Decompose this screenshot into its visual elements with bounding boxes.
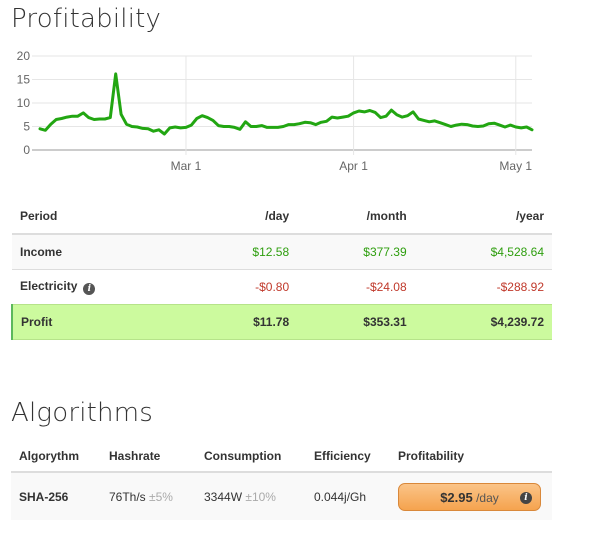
income-month: $377.39: [297, 233, 415, 270]
profit-month: $353.31: [297, 304, 415, 340]
profit-row: Profit $11.78 $353.31 $4,239.72: [11, 304, 552, 340]
x-tick-label: Apr 1: [339, 159, 368, 173]
income-year: $4,528.64: [414, 233, 552, 270]
electricity-month: -$24.08: [297, 269, 415, 305]
header-period: Period: [12, 199, 193, 235]
header-day: /day: [192, 199, 298, 235]
header-year: /year: [414, 199, 552, 235]
header-month: /month: [297, 199, 415, 235]
x-tick-label: May 1: [499, 159, 532, 173]
algorithms-header-row: Algorythm Hashrate Consumption Efficienc…: [11, 440, 552, 473]
profitability-table: Period /day /month /year Income $12.58 $…: [11, 199, 552, 340]
algorithms-title: Algorithms: [11, 398, 153, 428]
info-circle-icon[interactable]: i: [520, 491, 532, 504]
profitability-chart: 0 5 10 15 20 Mar 1 Apr 1 May 1: [17, 49, 534, 173]
income-row: Income $12.58 $377.39 $4,528.64: [12, 233, 552, 270]
electricity-year: -$288.92: [414, 269, 552, 305]
y-tick-label: 20: [17, 49, 31, 63]
consumption-cell: 3344W ±10%: [196, 472, 306, 520]
chart-x-axis: Mar 1 Apr 1 May 1: [171, 159, 533, 173]
header-algorithm: Algorythm: [11, 440, 101, 473]
y-tick-label: 0: [23, 143, 30, 157]
y-tick-label: 10: [17, 96, 31, 110]
y-tick-label: 5: [23, 120, 30, 134]
consumption-tolerance: ±10%: [245, 489, 276, 504]
income-label: Income: [12, 233, 193, 270]
hashrate-cell: 76Th/s ±5%: [101, 472, 196, 520]
profit-day: $11.78: [192, 304, 298, 340]
algorithm-name: SHA-256: [11, 472, 101, 520]
consumption-value: 3344W: [204, 489, 243, 504]
profit-label: Profit: [11, 304, 193, 340]
electricity-day: -$0.80: [192, 269, 298, 305]
profitability-header-row: Period /day /month /year: [12, 199, 552, 235]
info-circle-icon[interactable]: i: [83, 283, 96, 295]
electricity-cell: Electricity i: [12, 269, 193, 305]
chart-grid: [32, 55, 532, 155]
hashrate-value: 76Th/s: [109, 489, 146, 504]
series-line: [38, 72, 534, 136]
header-consumption: Consumption: [196, 440, 306, 473]
electricity-label: Electricity: [20, 279, 78, 293]
profitability-title: Profitability: [11, 4, 162, 34]
algorithm-row: SHA-256 76Th/s ±5% 3344W ±10% 0.044j/Gh …: [11, 472, 552, 520]
header-profitability: Profitability: [390, 440, 552, 473]
income-day: $12.58: [192, 233, 298, 270]
profit-year: $4,239.72: [414, 304, 552, 340]
hashrate-tolerance: ±5%: [149, 489, 173, 504]
y-tick-label: 15: [17, 73, 31, 87]
header-efficiency: Efficiency: [306, 440, 390, 473]
header-hashrate: Hashrate: [101, 440, 196, 473]
profitability-unit: /day: [476, 490, 499, 505]
efficiency-value: 0.044j/Gh: [306, 472, 390, 520]
algorithms-table: Algorythm Hashrate Consumption Efficienc…: [11, 440, 552, 520]
profitability-cell: $2.95 /day i: [390, 472, 552, 520]
electricity-row: Electricity i -$0.80 -$24.08 -$288.92: [12, 269, 552, 305]
chart-y-axis: 0 5 10 15 20: [17, 49, 31, 157]
profitability-amount: $2.95: [440, 489, 473, 505]
x-tick-label: Mar 1: [171, 159, 202, 173]
chart-series: [38, 72, 534, 136]
profitability-badge[interactable]: $2.95 /day i: [398, 482, 541, 511]
